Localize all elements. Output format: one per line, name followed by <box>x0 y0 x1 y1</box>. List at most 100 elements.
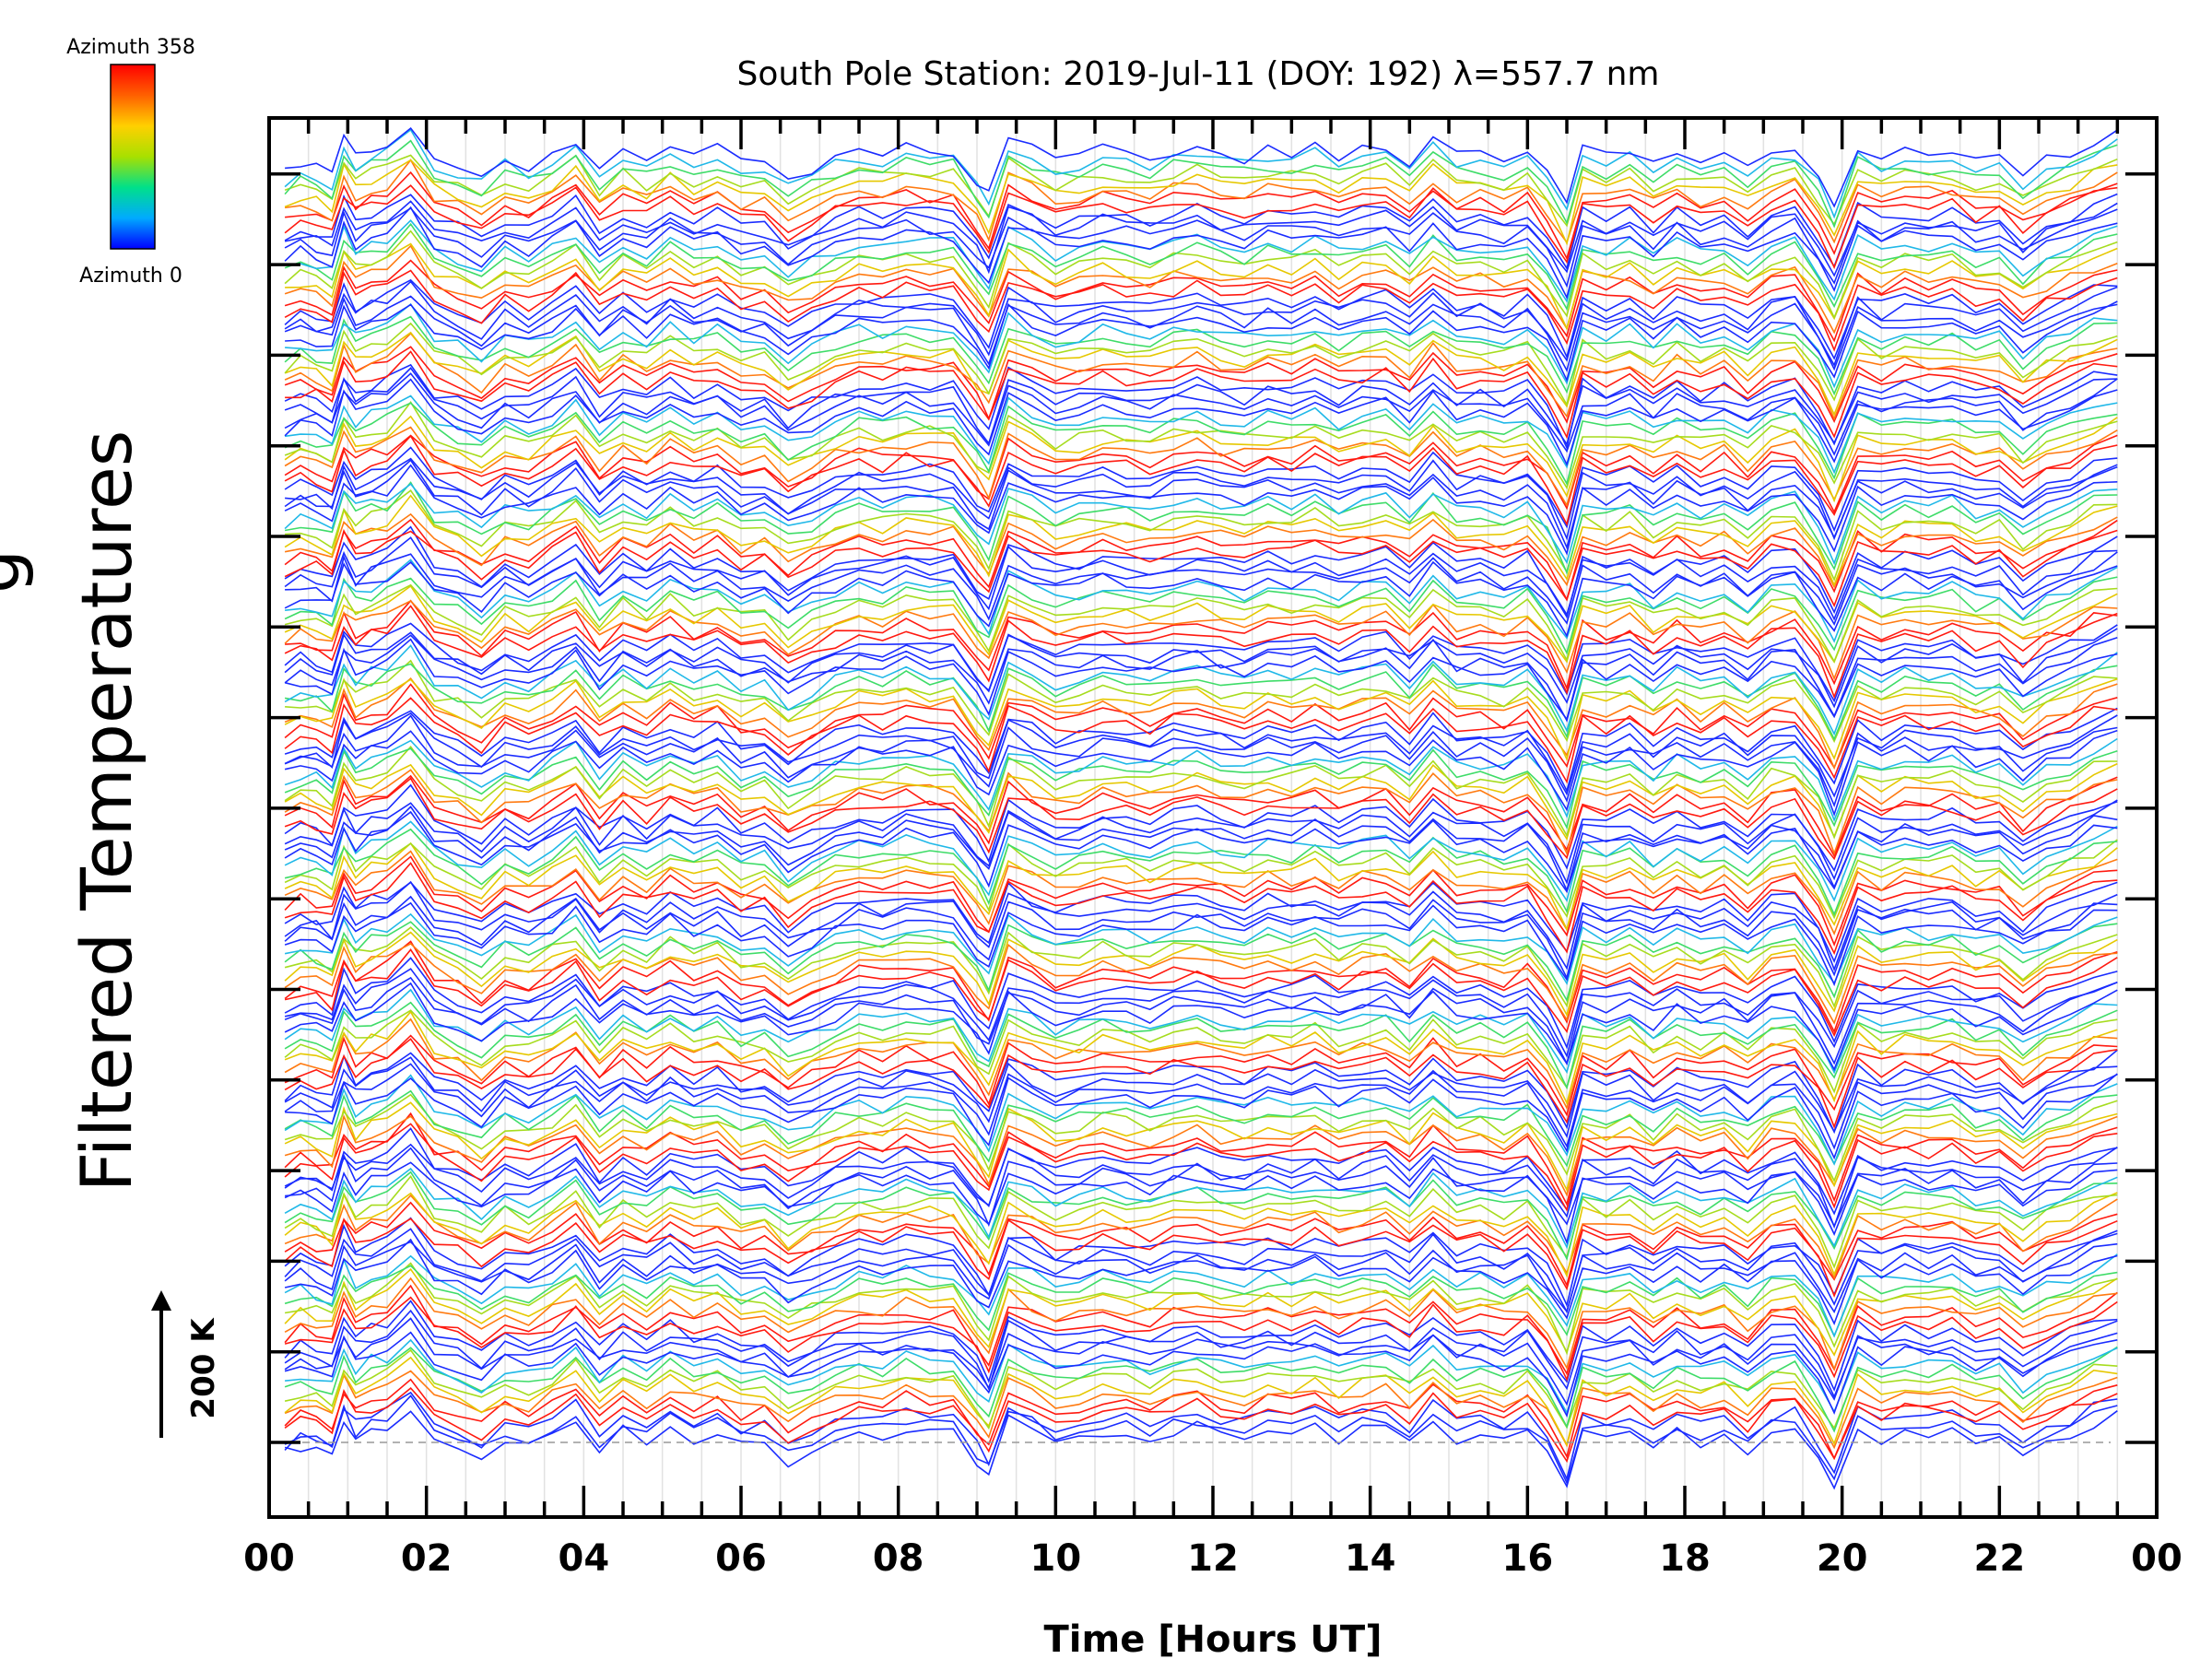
temperature-trace <box>284 622 2118 703</box>
temperature-trace <box>284 806 2118 893</box>
temperature-trace <box>284 459 2118 550</box>
temperature-trace <box>284 948 2118 1038</box>
temperature-trace <box>284 518 2118 602</box>
x-axis-label: Time [Hours UT] <box>1044 1618 1382 1659</box>
temperature-trace <box>284 1262 2118 1356</box>
temperature-trace <box>284 957 2118 1050</box>
temperature-trace <box>284 1284 2118 1376</box>
temperature-trace <box>284 159 2118 244</box>
x-tick-label: 04 <box>558 1537 609 1580</box>
temperature-trace <box>284 820 2118 903</box>
temperature-trace <box>284 841 2118 932</box>
temperature-trace <box>284 1093 2118 1182</box>
temperature-trace <box>284 855 2118 947</box>
temperature-trace <box>284 1277 2118 1371</box>
temperature-trace <box>284 663 2118 741</box>
temperature-trace <box>284 976 2118 1065</box>
temperature-trace <box>285 171 2118 261</box>
temperature-trace <box>284 1009 2118 1094</box>
temperature-trace <box>284 280 2118 368</box>
temperature-trace <box>284 628 2118 709</box>
temperature-trace <box>284 1123 2118 1212</box>
temperature-trace <box>284 912 2118 985</box>
temperature-trace <box>284 446 2118 533</box>
temperature-trace <box>284 206 2118 288</box>
temperature-trace <box>284 584 2118 664</box>
temperature-trace <box>284 712 2118 798</box>
x-tick-labels: 00 02 04 06 08 10 12 14 16 18 20 22 00 <box>243 1537 2183 1580</box>
temperature-trace <box>284 1174 2118 1269</box>
x-tick-label: 14 <box>1345 1537 1396 1580</box>
temperature-trace <box>284 1161 2118 1245</box>
temperature-trace <box>284 707 2118 794</box>
temperature-trace <box>284 1034 2118 1117</box>
temperature-trace <box>284 1192 2118 1278</box>
temperature-trace <box>285 219 2118 303</box>
temperature-trace <box>284 810 2118 894</box>
temperature-trace <box>284 229 2118 320</box>
temperature-trace <box>284 1317 2118 1406</box>
temperature-trace <box>284 1113 2118 1197</box>
temperature-trace <box>284 1010 2118 1105</box>
temperature-trace <box>284 1089 2118 1168</box>
temperature-trace <box>284 139 2118 229</box>
temperature-trace <box>285 300 2118 382</box>
temperature-trace <box>284 560 2118 638</box>
temperature-trace <box>284 494 2118 587</box>
temperature-trace <box>284 1391 2118 1481</box>
temperature-trace <box>284 402 2118 486</box>
temperature-trace <box>284 769 2118 856</box>
temperature-trace <box>285 242 2118 331</box>
temperature-trace <box>284 968 2118 1058</box>
temperature-trace <box>284 363 2118 451</box>
temperature-trace <box>284 1348 2118 1430</box>
chart-title: South Pole Station: 2019-Jul-11 (DOY: 19… <box>737 55 1660 93</box>
temperature-trace <box>285 559 2118 643</box>
temperature-trace <box>285 1073 2118 1160</box>
temperature-trace <box>284 746 2118 840</box>
temperature-trace <box>284 434 2118 514</box>
x-tick-label: 08 <box>873 1537 924 1580</box>
temperature-trace <box>284 942 2118 1025</box>
temperature-trace <box>284 931 2118 1018</box>
temperature-trace <box>284 895 2118 981</box>
temperature-trace <box>284 644 2118 736</box>
temperature-trace <box>284 206 2118 300</box>
temperature-trace <box>284 605 2118 700</box>
temperature-trace <box>284 426 2118 508</box>
temperature-trace <box>284 1331 2118 1418</box>
temperature-trace <box>284 729 2118 818</box>
temperature-trace <box>284 1074 2118 1166</box>
x-tick-label: 22 <box>1973 1537 2025 1580</box>
temperature-trace <box>284 193 2118 271</box>
x-tick-label: 02 <box>401 1537 453 1580</box>
temperature-trace <box>284 1217 2118 1308</box>
temperature-trace <box>284 528 2118 607</box>
x-tick-label: 10 <box>1030 1537 1081 1580</box>
temperature-trace <box>284 1171 2118 1261</box>
temperature-trace <box>285 659 2118 744</box>
temperature-trace <box>284 1217 2118 1298</box>
x-tick-label: 16 <box>1501 1537 1553 1580</box>
temperature-trace <box>284 583 2118 664</box>
temperature-trace <box>284 1238 2118 1326</box>
temperature-trace <box>284 737 2118 822</box>
temperature-trace <box>284 154 2118 228</box>
temperature-trace <box>284 434 2118 526</box>
temperature-trace <box>284 862 2118 956</box>
temperature-trace <box>284 839 2118 920</box>
temperature-trace <box>284 1063 2118 1150</box>
temperature-trace <box>284 269 2118 352</box>
temperature-trace <box>284 184 2118 270</box>
x-tick-label: 18 <box>1659 1537 1711 1580</box>
x-tick-label: 20 <box>1817 1537 1868 1580</box>
temperature-trace <box>285 599 2118 691</box>
temperature-trace <box>285 350 2118 440</box>
colorbar <box>110 64 156 250</box>
temperature-trace <box>284 1253 2118 1338</box>
scale-bar-label: 200 K <box>185 1317 222 1419</box>
scale-bar-arrowhead <box>151 1290 171 1311</box>
temperature-trace <box>284 1356 2118 1447</box>
temperature-trace <box>284 1112 2118 1206</box>
